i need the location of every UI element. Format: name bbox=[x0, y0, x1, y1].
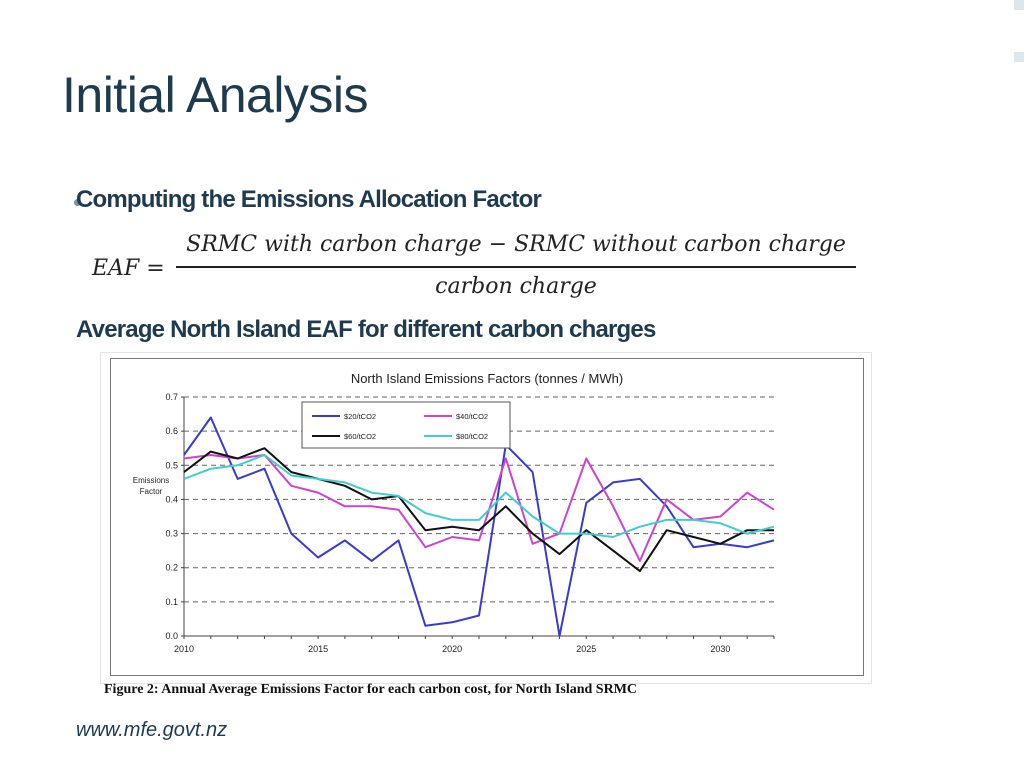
emissions-chart: 0.0 0.1 0.2 0.3 0.4 0.5 0.6 0.7 2010 2015 2020 2025… bbox=[133, 371, 775, 654]
y-tick-label: 0.6 bbox=[165, 426, 178, 436]
chart-frame: 0.0 0.1 0.2 0.3 0.4 0.5 0.6 0.7 2010 2015 2020 2025… bbox=[110, 358, 864, 676]
legend-label: $80/tCO2 bbox=[456, 432, 488, 441]
subheading: Average North Island EAF for different c… bbox=[76, 316, 656, 343]
corner-decoration bbox=[1014, 0, 1024, 10]
y-tick-label: 0.7 bbox=[165, 392, 178, 402]
series-line-2 bbox=[183, 454, 775, 562]
y-tick-label: 0.5 bbox=[165, 460, 178, 470]
legend-box bbox=[301, 401, 511, 449]
bullet-heading: Computing the Emissions Allocation Facto… bbox=[76, 186, 542, 213]
series-line-3 bbox=[183, 447, 774, 573]
y-axis-label-line1: Emissions bbox=[133, 476, 169, 485]
figure-caption: Figure 2: Annual Average Emissions Facto… bbox=[104, 682, 638, 697]
y-axis-label-line2: Factor bbox=[140, 487, 163, 496]
x-tick-label: 2030 bbox=[710, 644, 730, 654]
y-tick-label: 0.3 bbox=[165, 529, 178, 539]
formula-numerator: SRMC with carbon charge − SRMC without c… bbox=[186, 232, 846, 257]
series-line-1 bbox=[183, 416, 775, 637]
slide-title: Initial Analysis bbox=[62, 67, 369, 123]
legend-label: $40/tCO2 bbox=[456, 412, 488, 421]
y-tick-label: 0.2 bbox=[165, 563, 178, 573]
x-tick-label: 2015 bbox=[308, 644, 328, 654]
formula-lhs: EAF = bbox=[92, 256, 165, 281]
x-tick-label: 2025 bbox=[576, 644, 596, 654]
y-tick-label: 0.4 bbox=[165, 494, 178, 504]
x-tick-label: 2020 bbox=[442, 644, 462, 654]
corner-decoration bbox=[1014, 52, 1024, 62]
x-tick-label: 2010 bbox=[174, 644, 194, 654]
bullet-icon bbox=[74, 199, 81, 206]
series-line-4 bbox=[183, 454, 775, 538]
y-tick-label: 0.0 bbox=[165, 631, 178, 641]
fraction-bar bbox=[176, 266, 856, 268]
legend-label: $60/tCO2 bbox=[344, 432, 376, 441]
chart-title: North Island Emissions Factors (tonnes /… bbox=[351, 371, 623, 386]
legend-label: $20/tCO2 bbox=[344, 412, 376, 421]
y-tick-label: 0.1 bbox=[165, 597, 178, 607]
footer-url[interactable]: www.mfe.govt.nz bbox=[76, 719, 228, 741]
formula-denominator: carbon charge bbox=[435, 274, 597, 299]
